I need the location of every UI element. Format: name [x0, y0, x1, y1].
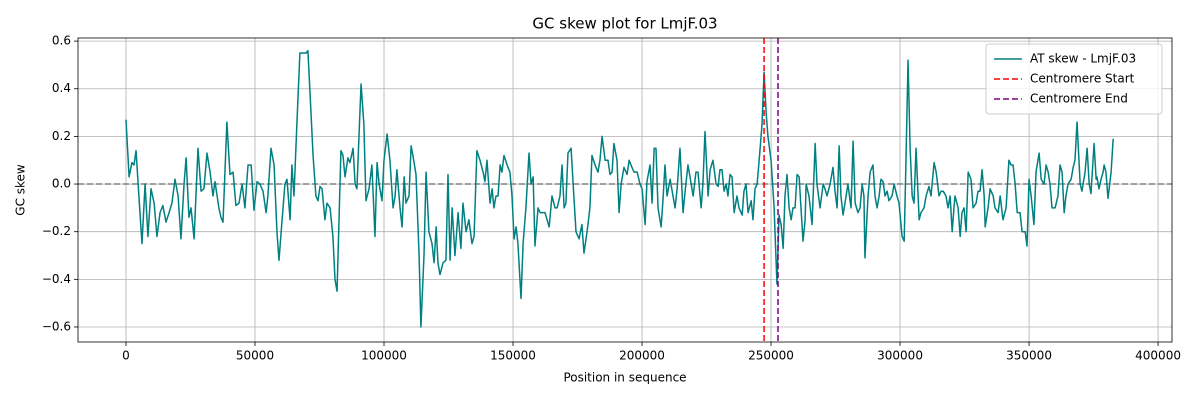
- chart-title: GC skew plot for LmjF.03: [532, 15, 717, 33]
- legend-label: Centromere Start: [1030, 72, 1135, 86]
- legend-box: [985, 43, 1163, 115]
- legend-label: Centromere End: [1030, 92, 1128, 106]
- x-tick-label: 100000: [361, 349, 407, 363]
- legend: AT skew - LmjF.03 Centromere Start Centrom…: [985, 43, 1163, 115]
- x-tick-label: 0: [122, 349, 130, 363]
- plot-frame: [77, 37, 1173, 343]
- y-tick-label: −0.2: [42, 224, 71, 238]
- legend-label: AT skew - LmjF.03: [1030, 52, 1136, 66]
- y-tick-label: −0.4: [42, 272, 71, 286]
- data-line: [125, 49, 1114, 328]
- y-tick-label: 0.0: [52, 177, 71, 191]
- x-axis-label: Position in sequence: [563, 371, 686, 385]
- y-tick-label: 0.2: [52, 129, 71, 143]
- x-tick-label: 150000: [490, 349, 536, 363]
- y-tick-label: 0.4: [52, 81, 71, 95]
- y-tick-label: −0.6: [42, 319, 71, 333]
- x-tick-label: 250000: [748, 349, 794, 363]
- x-tick-label: 50000: [236, 349, 274, 363]
- x-tick-label: 400000: [1135, 349, 1181, 363]
- x-tick-label: 350000: [1006, 349, 1052, 363]
- y-tick-label: 0.6: [52, 34, 71, 48]
- x-tick-label: 200000: [619, 349, 665, 363]
- y-axis-label: GC skew: [14, 164, 28, 216]
- x-tick-label: 300000: [877, 349, 923, 363]
